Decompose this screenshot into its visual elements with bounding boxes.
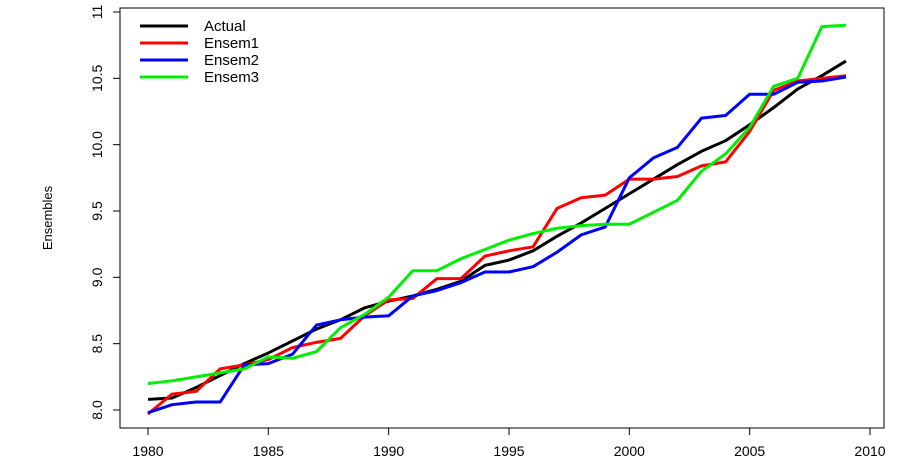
y-tick-label: 11 bbox=[89, 5, 105, 20]
x-tick-label: 2000 bbox=[614, 443, 645, 459]
series-line bbox=[147, 75, 847, 415]
series-line bbox=[147, 59, 847, 401]
legend-item: Ensem3 bbox=[140, 69, 259, 86]
series-line bbox=[147, 23, 847, 385]
x-tick-label: 2010 bbox=[854, 443, 885, 459]
series-ensem3 bbox=[147, 23, 847, 385]
y-tick-label: 10.0 bbox=[89, 131, 105, 158]
x-tick-label: 1980 bbox=[132, 443, 163, 459]
legend-label: Ensem3 bbox=[204, 69, 259, 86]
legend-label: Ensem1 bbox=[204, 35, 259, 52]
y-tick-label: 8.5 bbox=[89, 334, 105, 354]
legend-label: Actual bbox=[204, 18, 246, 35]
x-tick-label: 1985 bbox=[253, 443, 284, 459]
y-axis: 8.0 8.5 9.0 9.5 10.0 10.5 11 bbox=[89, 5, 121, 420]
legend-label: Ensem2 bbox=[204, 52, 259, 69]
x-tick-label: 1990 bbox=[373, 443, 404, 459]
legend-item: Ensem2 bbox=[140, 52, 259, 69]
y-axis-title: Ensembles bbox=[40, 185, 55, 250]
series-ensem2 bbox=[147, 75, 847, 415]
y-tick-label: 10.5 bbox=[89, 64, 105, 91]
x-tick-label: 1995 bbox=[493, 443, 524, 459]
x-tick-label: 2005 bbox=[734, 443, 765, 459]
legend-item: Actual bbox=[140, 18, 246, 35]
series-layer bbox=[147, 23, 847, 416]
x-axis: 1980 1985 1990 1995 2000 2005 2010 bbox=[132, 427, 886, 459]
legend-item: Ensem1 bbox=[140, 35, 259, 52]
y-tick-label: 8.0 bbox=[89, 400, 105, 420]
y-tick-label: 9.0 bbox=[89, 267, 105, 287]
y-tick-label: 9.5 bbox=[89, 201, 105, 221]
series-actual bbox=[147, 59, 847, 401]
